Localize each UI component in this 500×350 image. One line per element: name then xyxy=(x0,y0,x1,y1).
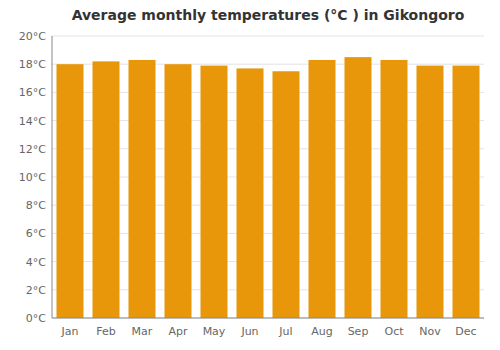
y-tick-label: 0°C xyxy=(26,312,46,325)
bar xyxy=(201,66,228,318)
y-tick-label: 18°C xyxy=(19,58,46,71)
bars xyxy=(57,57,480,318)
y-tick-label: 12°C xyxy=(19,143,46,156)
x-tick-label: Oct xyxy=(384,325,404,338)
bar xyxy=(57,64,84,318)
bar xyxy=(93,61,120,318)
bar xyxy=(345,57,372,318)
title: Average monthly temperatures (°C ) in Gi… xyxy=(72,7,465,23)
bar xyxy=(129,60,156,318)
x-tick-label: Aug xyxy=(311,325,332,338)
grid-line xyxy=(52,36,484,37)
bar xyxy=(453,66,480,318)
bar xyxy=(417,66,444,318)
y-tick-label: 14°C xyxy=(19,115,46,128)
bar xyxy=(237,68,264,318)
y-tick-label: 16°C xyxy=(19,86,46,99)
grid-line xyxy=(52,318,484,319)
bar xyxy=(309,60,336,318)
bar xyxy=(165,64,192,318)
x-tick-label: Nov xyxy=(419,325,441,338)
chart: Average monthly temperatures (°C ) in Gi… xyxy=(0,0,500,350)
x-tick-label: Apr xyxy=(168,325,188,338)
x-axis-line xyxy=(52,318,484,319)
grid xyxy=(52,36,484,318)
x-tick-label: May xyxy=(203,325,226,338)
y-tick-label: 4°C xyxy=(26,256,46,269)
chart-container: Average monthly temperatures (°C ) in Gi… xyxy=(0,0,500,350)
x-tick-label: Dec xyxy=(455,325,476,338)
y-tick-label: 8°C xyxy=(26,199,46,212)
x-tick-label: Jun xyxy=(240,325,258,338)
y-tick-label: 20°C xyxy=(19,30,46,43)
bar xyxy=(381,60,408,318)
y-tick-label: 6°C xyxy=(26,227,46,240)
x-tick-label: Sep xyxy=(348,325,369,338)
x-tick-label: Mar xyxy=(132,325,153,338)
x-tick-label: Feb xyxy=(96,325,115,338)
y-axis-line xyxy=(52,36,53,318)
bar xyxy=(273,71,300,318)
y-tick-label: 10°C xyxy=(19,171,46,184)
y-tick-label: 2°C xyxy=(26,284,46,297)
x-tick-label: Jan xyxy=(61,325,79,338)
x-tick-label: Jul xyxy=(278,325,292,338)
